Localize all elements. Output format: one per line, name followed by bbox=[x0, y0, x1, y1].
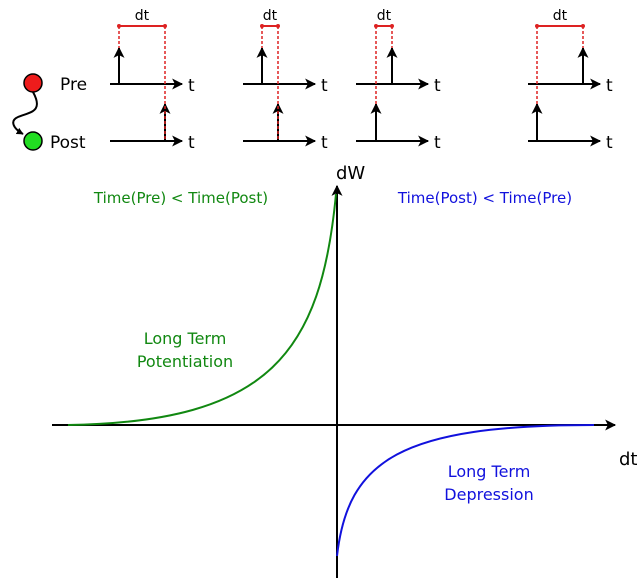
x-axis-label: dt bbox=[619, 449, 637, 470]
right-condition-label: Time(Post) < Time(Pre) bbox=[397, 189, 572, 207]
spike-panel-4: t t dt bbox=[528, 8, 613, 153]
spike-panel-3: t t dt bbox=[356, 8, 441, 153]
post-label: Post bbox=[50, 133, 86, 153]
pre-label: Pre bbox=[60, 75, 87, 95]
time-label: t bbox=[434, 133, 441, 153]
time-label: t bbox=[321, 133, 328, 153]
dt-label: dt bbox=[263, 8, 278, 24]
dt-label: dt bbox=[135, 8, 150, 24]
ltp-label-line2: Potentiation bbox=[137, 352, 233, 371]
ltd-label-line2: Depression bbox=[444, 485, 533, 504]
synapse-arrow bbox=[12, 91, 38, 135]
time-label: t bbox=[321, 76, 328, 96]
time-label: t bbox=[188, 133, 195, 153]
time-label: t bbox=[606, 76, 613, 96]
y-axis-label: dW bbox=[336, 163, 365, 184]
dt-label: dt bbox=[377, 8, 392, 24]
time-label: t bbox=[434, 76, 441, 96]
neuron-pair: Pre Post bbox=[12, 73, 87, 153]
ltp-curve bbox=[67, 193, 337, 426]
spike-panel-2: t t dt bbox=[243, 8, 328, 153]
ltd-label-line1: Long Term bbox=[448, 462, 531, 481]
pre-neuron-icon bbox=[23, 73, 43, 93]
ltp-label-line1: Long Term bbox=[144, 329, 227, 348]
left-condition-label: Time(Pre) < Time(Post) bbox=[93, 189, 268, 207]
time-label: t bbox=[188, 76, 195, 96]
dt-label: dt bbox=[553, 8, 568, 24]
ltd-curve bbox=[336, 424, 595, 557]
spike-panel-1: t t dt bbox=[110, 8, 195, 153]
post-neuron-icon bbox=[23, 131, 43, 151]
time-label: t bbox=[606, 133, 613, 153]
plot-axes: dW dt bbox=[52, 163, 637, 578]
